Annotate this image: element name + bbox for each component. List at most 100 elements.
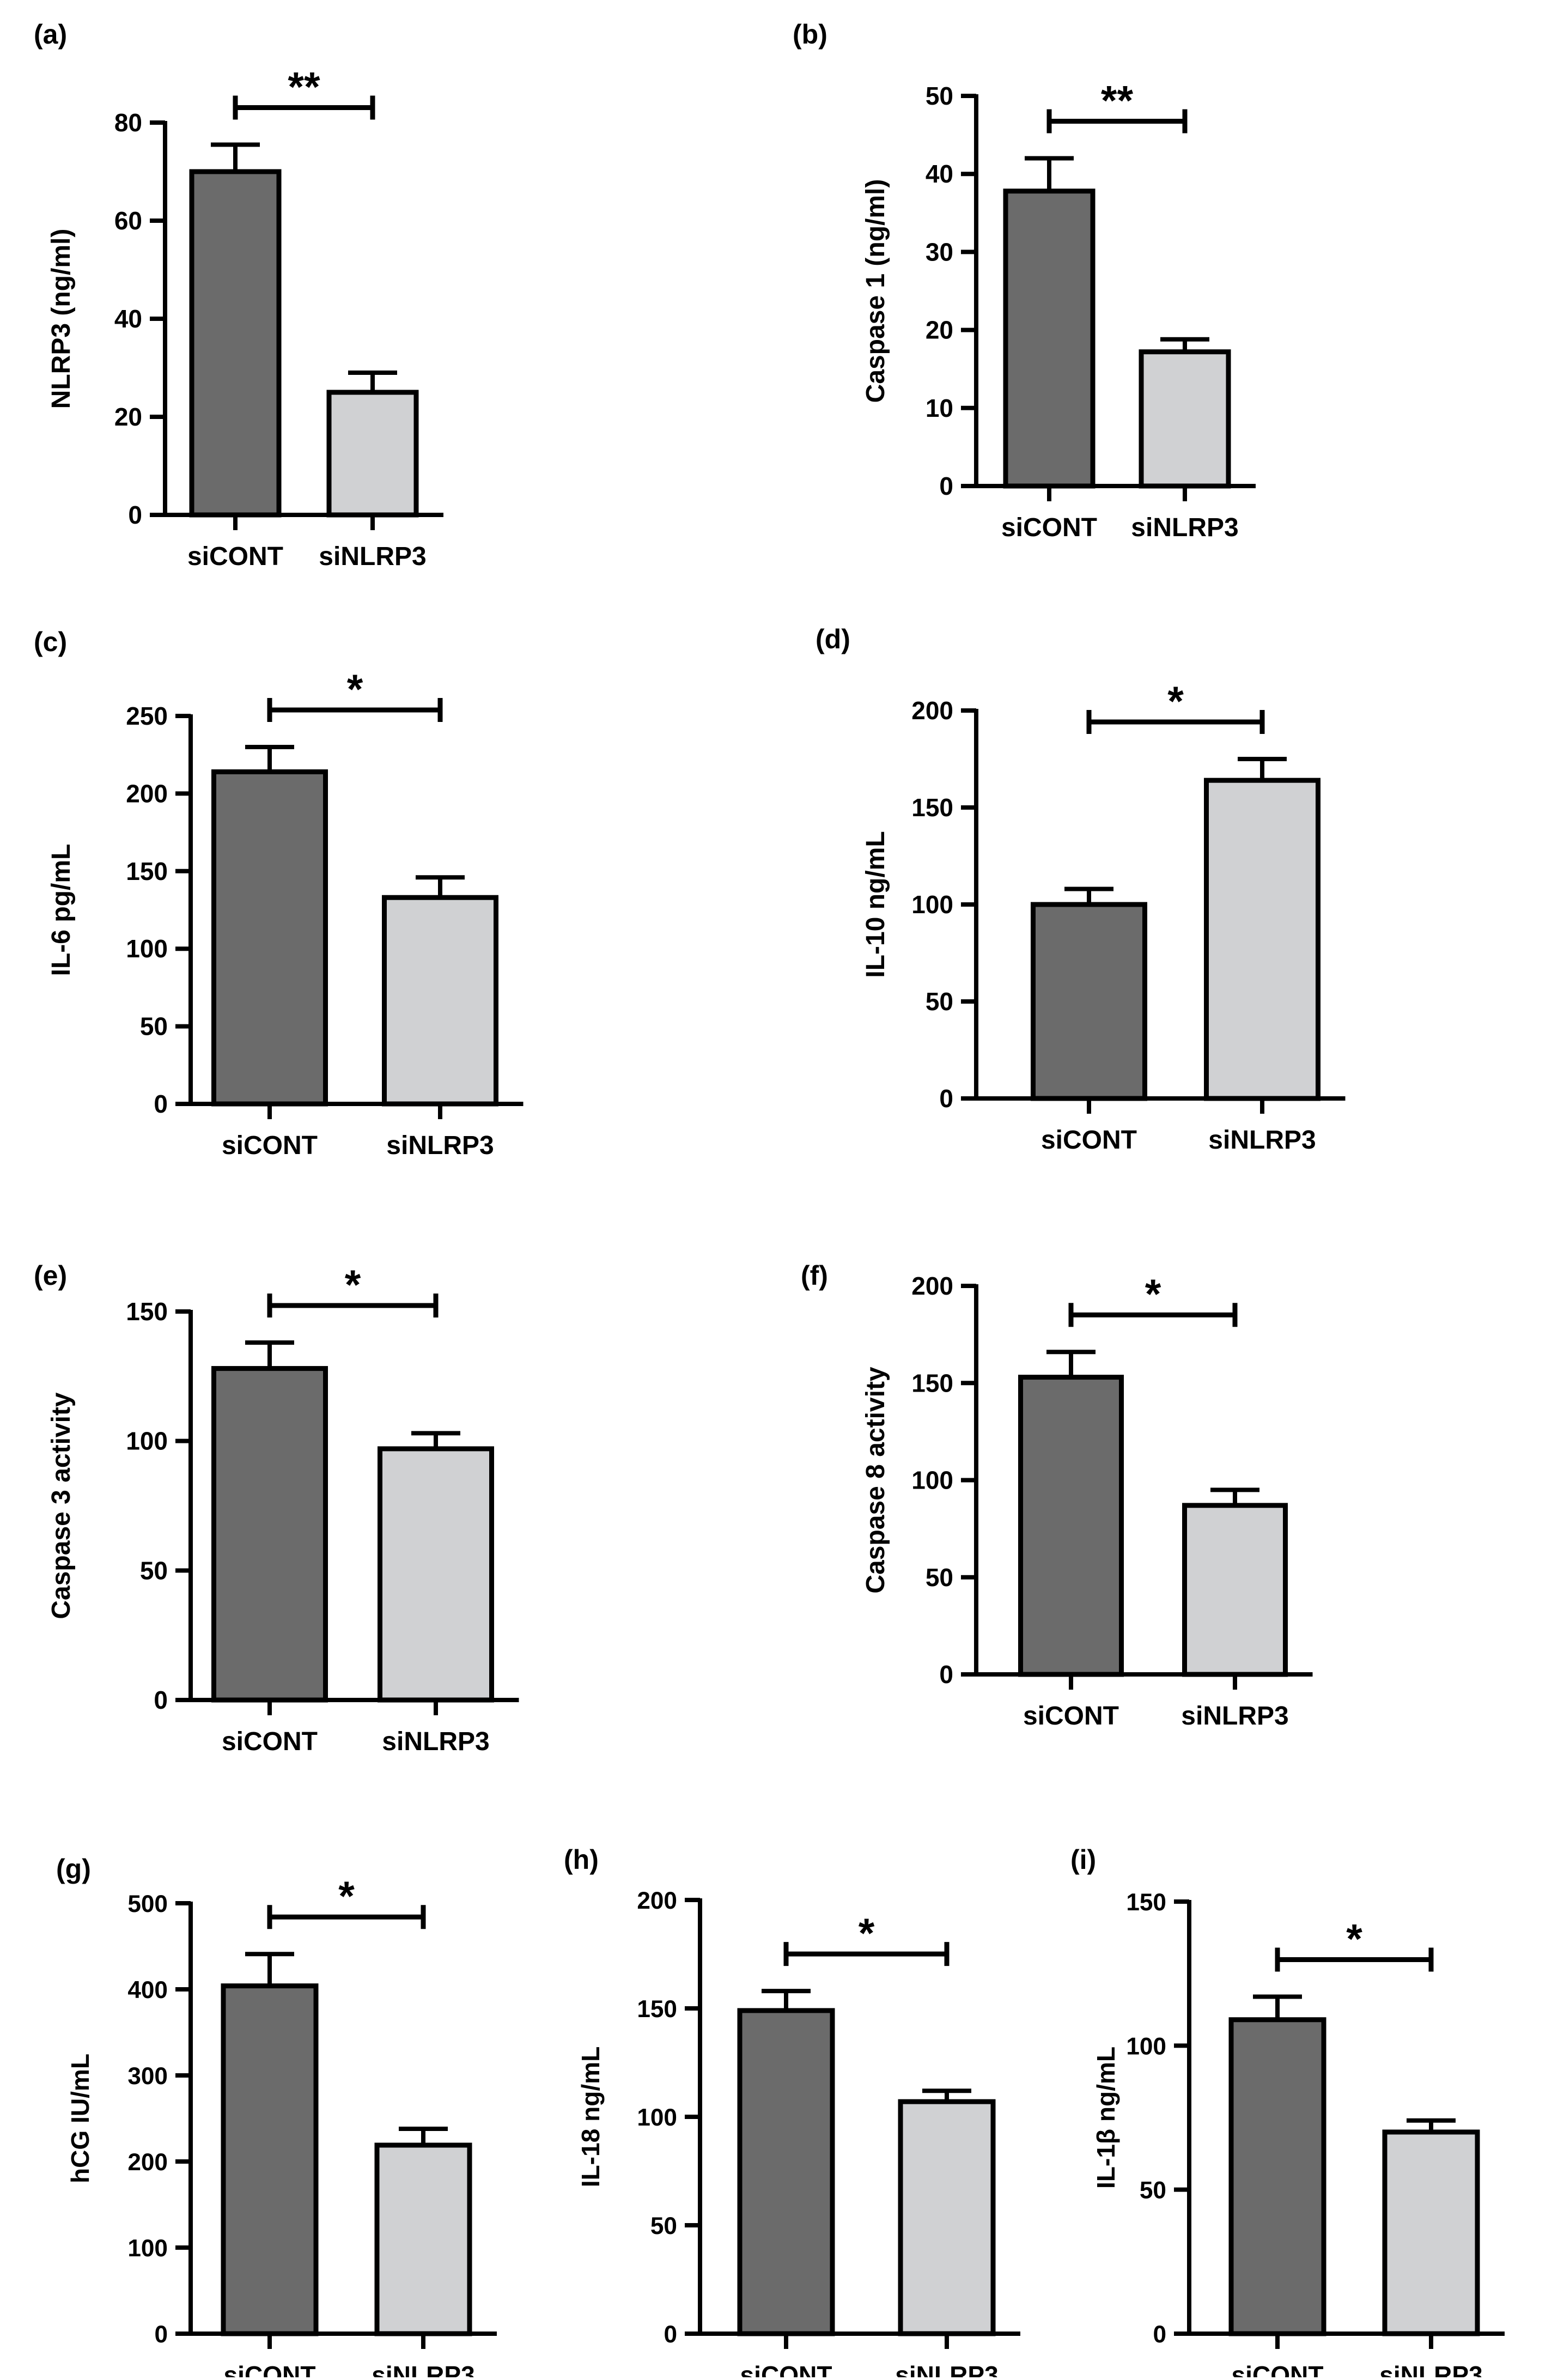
category-label: siCONT xyxy=(1041,1126,1137,1155)
significance-marker: ** xyxy=(1101,78,1134,124)
bar-sinlrp3 xyxy=(1204,778,1320,1101)
bar-sicont xyxy=(211,769,328,1107)
bar-sinlrp3 xyxy=(326,390,419,518)
category-label: siNLRP3 xyxy=(386,1131,494,1160)
y-axis-title: Caspase 3 activity xyxy=(47,1392,76,1619)
y-tick-label: 0 xyxy=(664,2321,677,2348)
category-label: siNLRP3 xyxy=(895,2361,999,2377)
y-tick-label: 50 xyxy=(650,2213,677,2239)
category-label: siNLRP3 xyxy=(319,542,426,571)
category-label: siCONT xyxy=(1232,2361,1324,2377)
category-label: siNLRP3 xyxy=(1208,1126,1316,1155)
category-label: siCONT xyxy=(222,1727,318,1756)
panel-label: (d) xyxy=(816,624,850,654)
significance-marker: * xyxy=(859,1910,875,1957)
y-tick-label: 500 xyxy=(127,1891,168,1917)
y-axis-title: IL-18 ng/mL xyxy=(576,2047,605,2188)
significance-marker: * xyxy=(338,1873,355,1920)
category-label: siNLRP3 xyxy=(1181,1702,1288,1731)
y-tick-label: 50 xyxy=(926,1563,953,1592)
category-label: siCONT xyxy=(740,2361,832,2377)
bar-sinlrp3 xyxy=(1182,1503,1288,1677)
bar-sicont xyxy=(211,1366,328,1703)
y-tick-label: 0 xyxy=(154,1090,168,1118)
y-tick-label: 0 xyxy=(154,1686,168,1714)
y-axis-title: IL-1β ng/mL xyxy=(1092,2047,1120,2189)
y-tick-label: 200 xyxy=(637,1887,677,1914)
category-label: siNLRP3 xyxy=(372,2361,475,2377)
y-tick-label: 100 xyxy=(911,890,953,919)
panel-label: (g) xyxy=(56,1854,91,1884)
category-label: siCONT xyxy=(222,1131,318,1160)
y-tick-label: 400 xyxy=(127,1977,168,2003)
y-tick-label: 50 xyxy=(140,1012,168,1041)
y-tick-label: 0 xyxy=(128,501,142,529)
bar-sinlrp3 xyxy=(1139,349,1231,489)
y-tick-label: 250 xyxy=(126,702,168,730)
y-tick-label: 50 xyxy=(140,1556,168,1584)
significance-marker: ** xyxy=(288,64,320,111)
y-axis-title: Caspase 8 activity xyxy=(861,1367,890,1594)
chart-g: (g) 0 100 200 300 400 500 hCG IU/mL siCONT siNLRP… xyxy=(56,1854,497,2380)
y-tick-label: 100 xyxy=(637,2104,677,2131)
bar-sinlrp3 xyxy=(378,1446,494,1703)
significance-marker: * xyxy=(1145,1271,1161,1317)
bar-sicont xyxy=(221,1983,319,2336)
bar-sinlrp3 xyxy=(382,895,498,1107)
chart-a: (a) 0 20 40 60 80 NLRP3 (ng/ml) siCONT siNLRP3 ** xyxy=(34,19,443,571)
y-axis-title: NLRP3 (ng/ml) xyxy=(47,229,76,409)
y-tick-label: 200 xyxy=(911,1272,953,1300)
bar-sicont xyxy=(189,169,282,518)
panel-label: (i) xyxy=(1070,1844,1096,1875)
panel-label: (a) xyxy=(34,19,67,50)
bar-sicont xyxy=(1018,1375,1124,1677)
panel-label: (b) xyxy=(793,19,827,50)
y-tick-label: 150 xyxy=(911,793,953,822)
category-label: siCONT xyxy=(187,542,283,571)
significance-marker: * xyxy=(1167,678,1184,725)
y-tick-label: 0 xyxy=(154,2321,168,2348)
significance-marker: * xyxy=(345,1262,361,1308)
category-label: siCONT xyxy=(224,2361,316,2377)
category-label: siNLRP3 xyxy=(1379,2361,1483,2377)
panel-label: (e) xyxy=(34,1260,67,1291)
y-tick-label: 200 xyxy=(127,2149,168,2176)
bar-sinlrp3 xyxy=(898,2099,996,2336)
y-tick-label: 0 xyxy=(939,1660,953,1689)
y-axis-title: hCG IU/mL xyxy=(66,2054,94,2183)
y-tick-label: 60 xyxy=(114,207,142,235)
significance-marker: * xyxy=(347,666,363,713)
y-axis-title: Caspase 1 (ng/ml) xyxy=(861,179,890,403)
bar-sicont xyxy=(737,2008,835,2336)
y-tick-label: 0 xyxy=(939,1084,953,1113)
chart-c: (c) 0 50 100 150 200 250 IL-6 pg/mL siCONT siNLRP… xyxy=(34,627,524,1160)
y-axis-title: IL-10 ng/mL xyxy=(861,831,890,977)
panel-label: (c) xyxy=(34,627,67,657)
panel-label: (f) xyxy=(801,1260,828,1291)
category-label: siCONT xyxy=(1023,1702,1119,1731)
y-tick-label: 200 xyxy=(126,779,168,807)
category-label: siCONT xyxy=(1001,513,1097,542)
y-tick-label: 20 xyxy=(114,403,142,431)
y-tick-label: 0 xyxy=(939,472,953,500)
y-tick-label: 40 xyxy=(926,160,953,188)
y-tick-label: 40 xyxy=(114,305,142,333)
y-tick-label: 20 xyxy=(926,316,953,344)
chart-b: (b) 0 10 20 30 40 50 Caspase 1 (ng/ml) siCONT siN… xyxy=(793,19,1256,542)
y-tick-label: 150 xyxy=(126,857,168,885)
y-tick-label: 100 xyxy=(1126,2033,1166,2060)
bar-sicont xyxy=(1228,2017,1326,2336)
y-tick-label: 200 xyxy=(911,696,953,725)
bar-sinlrp3 xyxy=(1382,2129,1480,2336)
significance-marker: * xyxy=(1346,1916,1362,1962)
y-tick-label: 80 xyxy=(114,108,142,137)
category-label: siNLRP3 xyxy=(1131,513,1238,542)
y-tick-label: 100 xyxy=(126,1427,168,1455)
y-tick-label: 50 xyxy=(926,82,953,110)
y-tick-label: 10 xyxy=(926,394,953,422)
y-tick-label: 100 xyxy=(911,1466,953,1495)
bar-sinlrp3 xyxy=(374,2142,472,2336)
y-tick-label: 50 xyxy=(926,987,953,1016)
chart-h: (h) 0 50 100 150 200 IL-18 ng/mL siCONT siNLRP3 * xyxy=(564,1844,1020,2380)
